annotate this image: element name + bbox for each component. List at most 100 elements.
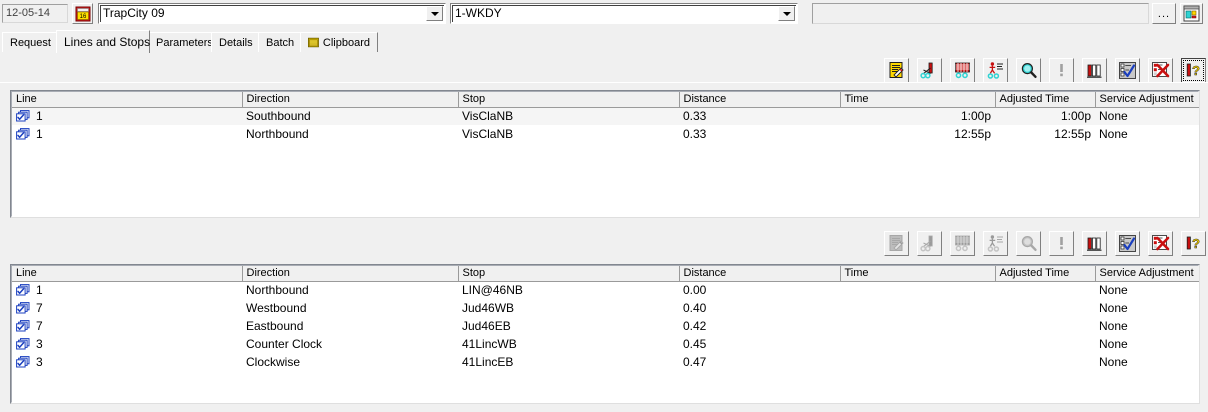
clipboard-icon (308, 37, 319, 48)
delete-red-x-icon (1151, 61, 1170, 80)
cut-stop-icon (920, 234, 939, 253)
tab-label: Lines and Stops (64, 34, 151, 49)
cell-time: 1:00p (840, 107, 995, 125)
col-header-stop[interactable]: Stop (458, 266, 680, 282)
tab-label: Details (219, 36, 253, 49)
line-number-label: 3 (36, 337, 43, 351)
col-header-line[interactable]: Line (12, 92, 243, 108)
exclamation-button (1049, 231, 1074, 256)
checklist-button[interactable] (1115, 231, 1140, 256)
col-header-line[interactable]: Line (12, 266, 243, 282)
line-number-label: 7 (36, 319, 43, 333)
schedule-combobox[interactable]: 1-WKDY (450, 3, 798, 24)
cell-line: 1 (12, 125, 242, 143)
stacked-records-check-icon (16, 127, 30, 141)
cut-stop-icon (920, 61, 939, 80)
checklist-button[interactable] (1115, 58, 1140, 83)
cell-stop: VisClaNB (458, 107, 679, 125)
table-row[interactable]: 1 Southbound VisClaNB 0.33 1:00p 1:00p None (12, 107, 1199, 125)
tab-batch[interactable]: Batch (258, 32, 302, 52)
open-detail-window-button[interactable] (1180, 3, 1203, 24)
cell-time (840, 353, 995, 371)
tab-label: Batch (266, 36, 295, 49)
tab-details[interactable]: Details (211, 32, 261, 52)
bar-chart-icon (1085, 61, 1104, 80)
col-header-adjusted-time[interactable]: Adjusted Time (995, 266, 1096, 282)
help-question-button[interactable]: ? (1181, 58, 1206, 83)
line-combobox[interactable]: TrapCity 09 (98, 3, 446, 24)
table-row[interactable]: 1 Northbound VisClaNB 0.33 12:55p 12:55p None (12, 125, 1199, 143)
cell-direction: Clockwise (246, 355, 301, 369)
cut-stop-button (917, 231, 942, 256)
grid-cart-icon (953, 234, 972, 253)
grid-cart-button[interactable] (950, 58, 975, 83)
col-header-service-adjustment[interactable]: Service Adjustment (1095, 266, 1199, 282)
cell-adjusted-time (995, 353, 1095, 371)
lines-and-stops-grid-top[interactable]: Line Direction Stop Distance Time Adjust… (10, 90, 1200, 218)
tab-clipboard[interactable]: Clipboard (300, 32, 378, 52)
chevron-down-icon[interactable] (778, 6, 795, 21)
exclamation-icon (1052, 234, 1071, 253)
col-header-distance[interactable]: Distance (679, 266, 841, 282)
help-question-button[interactable]: ? (1181, 231, 1206, 256)
checklist-icon (1118, 234, 1137, 253)
pedestrian-list-icon (986, 234, 1005, 253)
table-row[interactable]: 3 Clockwise 41LincEB 0.47 None (12, 353, 1199, 371)
cut-stop-button[interactable] (917, 58, 942, 83)
col-header-direction[interactable]: Direction (242, 92, 459, 108)
cell-line: 1 (12, 281, 242, 299)
chevron-down-icon[interactable] (426, 6, 443, 21)
cell-service-adjustment: None (1099, 355, 1128, 369)
col-header-stop[interactable]: Stop (458, 92, 680, 108)
cell-adjusted-time (995, 335, 1095, 353)
col-header-time[interactable]: Time (840, 266, 996, 282)
table-row[interactable]: 3 Counter Clock 41LincWB 0.45 None (12, 335, 1199, 353)
edit-notepad-button (884, 231, 909, 256)
cell-time (840, 335, 995, 353)
table-row[interactable]: 7 Westbound Jud46WB 0.40 None (12, 299, 1199, 317)
stacked-records-check-icon (16, 301, 30, 315)
svg-text:16: 16 (79, 14, 86, 20)
col-header-time[interactable]: Time (840, 92, 996, 108)
bar-chart-button[interactable] (1082, 58, 1107, 83)
col-header-distance[interactable]: Distance (679, 92, 841, 108)
cell-distance: 0.33 (683, 127, 707, 141)
cell-distance: 0.33 (679, 107, 840, 125)
col-header-service-adjustment[interactable]: Service Adjustment (1095, 92, 1199, 108)
cell-time (840, 281, 995, 299)
cell-direction: Northbound (246, 283, 309, 298)
svg-text:?: ? (1192, 63, 1200, 78)
table-row[interactable]: 1 Northbound LIN@46NB 0.00 None (12, 281, 1199, 299)
bar-chart-icon (1085, 234, 1104, 253)
col-header-direction[interactable]: Direction (242, 266, 459, 282)
line-number-label: 1 (36, 109, 43, 124)
magnifier-search-button[interactable] (1016, 58, 1041, 83)
cell-line: 3 (12, 335, 242, 353)
cell-line: 7 (12, 317, 242, 335)
cell-distance: 0.00 (683, 283, 707, 298)
stacked-records-check-icon (16, 319, 30, 333)
table-row[interactable]: 7 Eastbound Jud46EB 0.42 None (12, 317, 1199, 335)
toolbar-bottom: ? (884, 231, 1206, 257)
tab-lines-and-stops[interactable]: Lines and Stops (56, 30, 150, 53)
calendar-button[interactable]: 16 (72, 3, 93, 24)
cell-service-adjustment: None (1099, 337, 1128, 351)
delete-red-x-button[interactable] (1148, 58, 1173, 83)
col-header-adjusted-time[interactable]: Adjusted Time (995, 92, 1096, 108)
delete-red-x-button[interactable] (1148, 231, 1173, 256)
bar-chart-button[interactable] (1082, 231, 1107, 256)
help-question-icon: ? (1184, 61, 1203, 80)
lines-and-stops-grid-bottom[interactable]: Line Direction Stop Distance Time Adjust… (10, 264, 1200, 404)
pedestrian-list-button[interactable] (983, 58, 1008, 83)
stacked-records-check-icon (16, 337, 30, 351)
edit-notepad-button[interactable] (884, 58, 909, 83)
tab-request[interactable]: Request (2, 32, 60, 52)
grid-header-row: Line Direction Stop Distance Time Adjust… (12, 92, 1199, 108)
tab-parameters[interactable]: Parameters (148, 32, 214, 52)
browse-ellipsis-button[interactable]: ... (1152, 3, 1176, 24)
cell-service-adjustment: None (1095, 107, 1199, 125)
cell-adjusted-time (995, 299, 1095, 317)
date-field[interactable]: 12-05-14 (2, 4, 68, 23)
cell-direction: Southbound (242, 107, 458, 125)
